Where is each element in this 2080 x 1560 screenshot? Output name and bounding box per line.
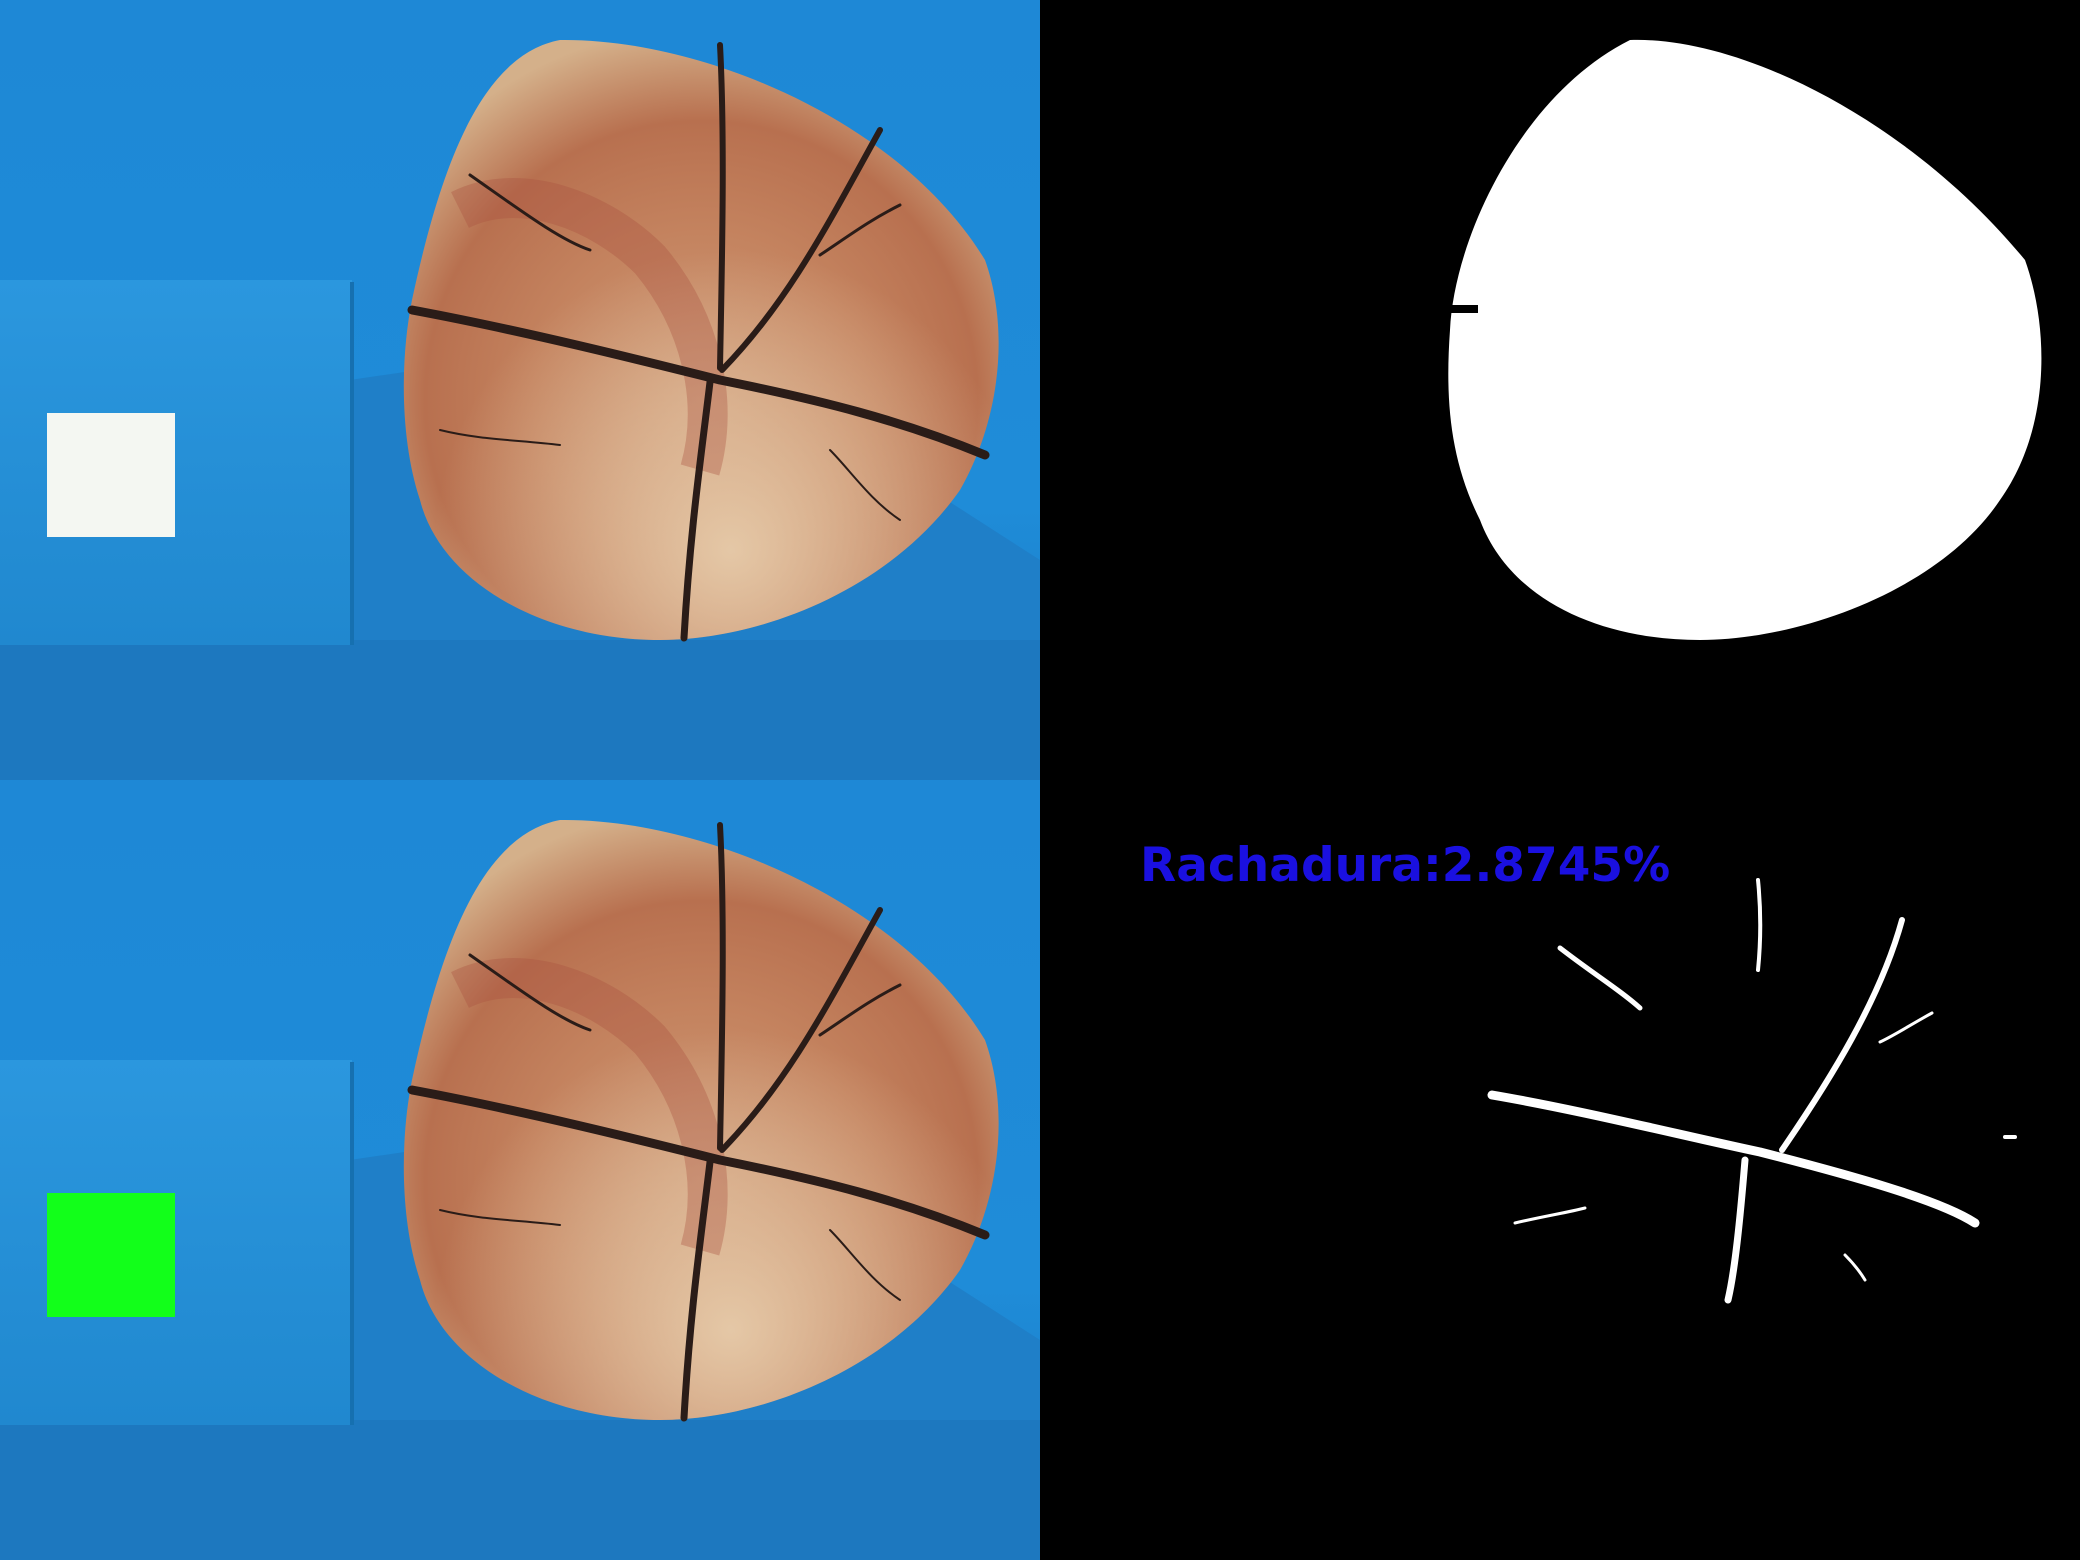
- crack-mask: [1040, 780, 2080, 1560]
- detected-scale-marker: [47, 1193, 175, 1317]
- original-photo: [0, 0, 1040, 780]
- crack-lines: [1487, 878, 2017, 1304]
- scale-marker: [47, 413, 175, 537]
- disc-mask-shape: [1448, 39, 2042, 640]
- crack-mask-panel: [1040, 780, 2080, 1560]
- wood-disc: [403, 819, 999, 1422]
- detected-photo: [0, 780, 1040, 1560]
- wood-disc-mask: [1040, 0, 2080, 780]
- original-photo-panel: [0, 0, 1040, 780]
- wood-disc-mask-panel: [1040, 0, 2080, 780]
- detected-photo-panel: [0, 780, 1040, 1560]
- crack-percentage-label: Rachadura:2.8745%: [1140, 838, 1671, 893]
- wood-disc: [403, 39, 999, 642]
